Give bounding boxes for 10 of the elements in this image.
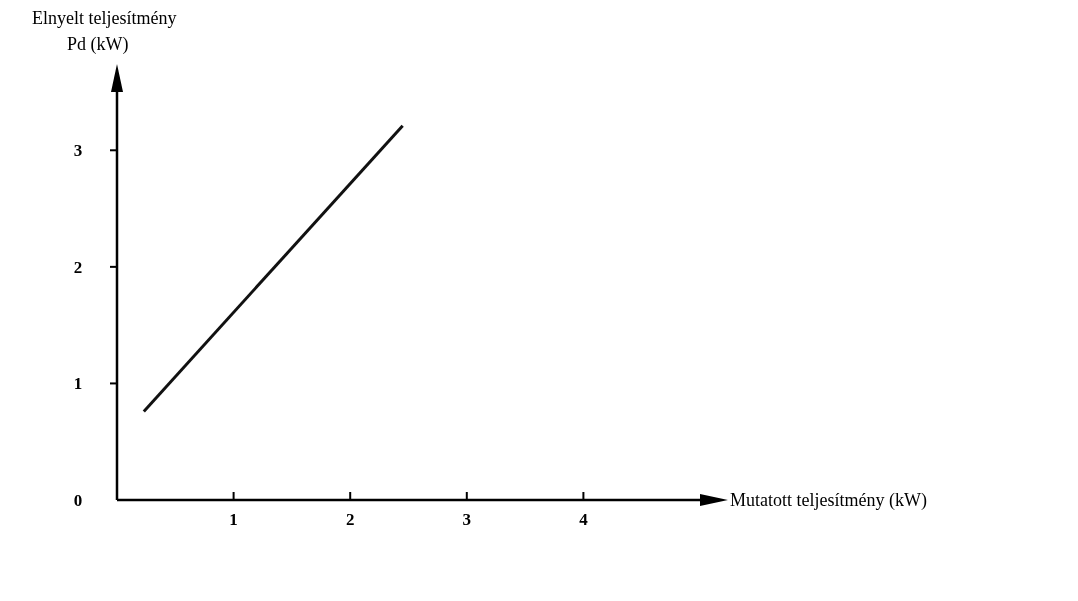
- y-tick-label: 0: [73, 491, 83, 510]
- x-tick-label: 2: [345, 510, 355, 529]
- x-tick-label: 3: [462, 510, 472, 529]
- y-tick-label: 1: [73, 374, 83, 394]
- y-tick-label: 3: [73, 141, 83, 161]
- y-axis-title: Elnyelt teljesítmény Pd (kW): [32, 8, 177, 55]
- y-tick-label: 2: [73, 257, 83, 277]
- x-tick-label: 4: [579, 510, 589, 529]
- x-tick-label: 1: [229, 510, 238, 529]
- x-axis-title: Mutatott teljesítmény (kW): [730, 490, 927, 511]
